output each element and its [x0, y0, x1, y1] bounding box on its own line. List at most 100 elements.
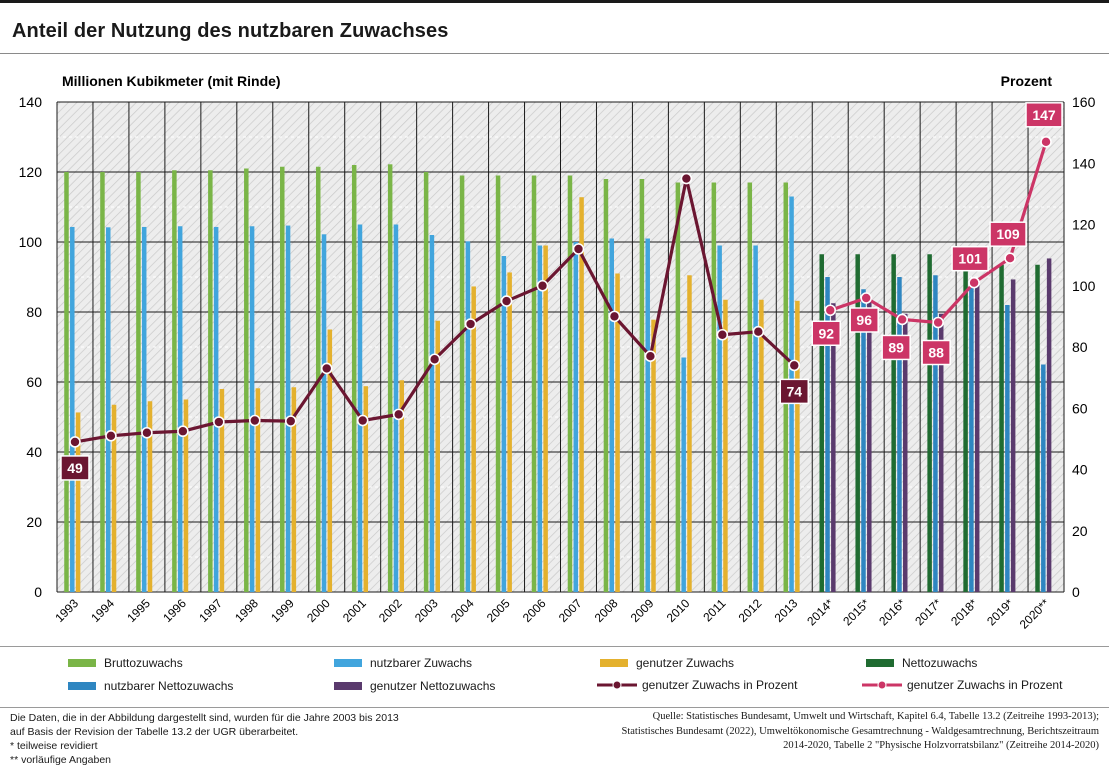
- bar: [280, 166, 285, 592]
- bar: [172, 170, 177, 592]
- y-tick-left: 120: [19, 164, 43, 180]
- bar: [393, 224, 399, 592]
- x-tick-label: 1994: [88, 596, 117, 625]
- top-border: [0, 0, 1109, 3]
- legend-swatch: [334, 682, 362, 690]
- data-label-box: [921, 339, 951, 366]
- x-tick-label: 2012: [736, 596, 765, 625]
- line-point: [572, 243, 585, 255]
- y-tick-right: 40: [1072, 462, 1088, 478]
- bar: [723, 299, 728, 592]
- bar: [321, 234, 327, 593]
- bar: [819, 254, 824, 592]
- line-point: [968, 276, 980, 289]
- data-label: 89: [888, 339, 904, 355]
- x-tick-label: 1997: [196, 596, 225, 625]
- x-tick-label: 2008: [592, 596, 621, 625]
- line-point: [177, 425, 189, 438]
- y-tick-left: 100: [19, 234, 43, 250]
- bar: [933, 275, 938, 592]
- line-point: [105, 430, 117, 442]
- x-tick-label: 2016*: [876, 596, 908, 628]
- line-point: [320, 362, 333, 375]
- x-tick-label: 1998: [232, 596, 261, 625]
- data-label-box: [849, 307, 879, 333]
- bar: [903, 313, 908, 592]
- legend-label: nutzbarer Nettozuwachs: [104, 679, 234, 693]
- line-point: [141, 426, 153, 439]
- bar: [759, 299, 764, 592]
- line-point: [608, 310, 621, 323]
- bar: [543, 245, 548, 592]
- bar: [573, 242, 579, 592]
- y-tick-left: 0: [34, 584, 42, 600]
- bar: [825, 277, 830, 592]
- legend-label: genutzer Nettozuwachs: [370, 679, 496, 693]
- bar: [897, 277, 902, 592]
- x-tick-label: 2001: [340, 596, 369, 625]
- x-tick-label: 2006: [520, 596, 549, 625]
- line-point: [860, 292, 872, 304]
- bar: [64, 172, 69, 592]
- title-divider: [0, 53, 1109, 54]
- data-label-box: [779, 378, 810, 405]
- bar: [651, 319, 656, 592]
- bar: [75, 412, 81, 592]
- legend: Bruttozuwachs nutzbarer Zuwachs genutzer…: [0, 646, 1109, 708]
- bar: [501, 256, 507, 592]
- legend-swatch: [68, 682, 96, 690]
- bar: [147, 401, 153, 592]
- data-label: 109: [996, 226, 1020, 242]
- bar: [255, 388, 261, 592]
- bar: [615, 273, 620, 592]
- bar: [639, 179, 645, 592]
- source-line: Statistisches Bundesamt (2022), Umweltök…: [621, 725, 1099, 737]
- legend-label: genutzer Zuwachs: [636, 656, 735, 670]
- bar: [100, 172, 105, 592]
- legend-line-dark: [597, 680, 637, 690]
- source-line: Quelle: Statistisches Bundesamt, Umwelt …: [652, 711, 1099, 722]
- legend-item-nettozuwachs: Nettozuwachs: [866, 656, 977, 670]
- legend-label: Nettozuwachs: [902, 656, 978, 670]
- legend-swatch: [866, 659, 894, 667]
- gridlines: [56, 101, 1065, 593]
- bar: [687, 275, 692, 592]
- data-label: 147: [1032, 107, 1056, 123]
- y-tick-right: 20: [1072, 523, 1088, 539]
- bar: [70, 226, 75, 592]
- x-tick-label: 2011: [700, 596, 728, 624]
- bar: [111, 404, 117, 592]
- line-point: [644, 350, 657, 362]
- legend-label: genutzer Zuwachs in Prozent: [642, 678, 798, 692]
- bar: [423, 172, 429, 592]
- y-tick-right: 120: [1072, 217, 1096, 233]
- bar: [867, 301, 872, 592]
- bar: [244, 168, 249, 592]
- legend-item-nutzbarer-zuwachs: nutzbarer Zuwachs: [334, 656, 472, 670]
- line-point: [500, 295, 513, 307]
- x-tick-label: 1999: [268, 596, 297, 625]
- x-tick-label: 2019*: [984, 596, 1016, 628]
- bar: [861, 289, 866, 592]
- line-point: [824, 304, 837, 317]
- legend-label: genutzer Zuwachs in Prozent: [907, 678, 1063, 692]
- x-tick-label: 2005: [484, 596, 513, 625]
- x-tick-label: 2015*: [840, 596, 872, 628]
- bar: [579, 197, 584, 592]
- bar: [465, 241, 471, 593]
- data-label-box: [60, 455, 90, 481]
- data-label: 92: [818, 325, 834, 341]
- bar: [747, 182, 753, 592]
- bar: [357, 224, 363, 592]
- legend-swatch: [68, 659, 96, 667]
- x-tick-label: 2003: [412, 596, 441, 625]
- bar: [471, 286, 476, 592]
- y-tick-left: 40: [26, 444, 42, 460]
- bar: [1010, 279, 1016, 592]
- bar: [891, 254, 896, 592]
- bar: [495, 175, 501, 592]
- footnote-line: Die Daten, die in der Abbildung dargeste…: [10, 712, 399, 724]
- data-label-box: [811, 320, 841, 346]
- legend-item-nutzbarer-nettozuwachs: nutzbarer Nettozuwachs: [68, 679, 233, 693]
- bar: [327, 329, 333, 592]
